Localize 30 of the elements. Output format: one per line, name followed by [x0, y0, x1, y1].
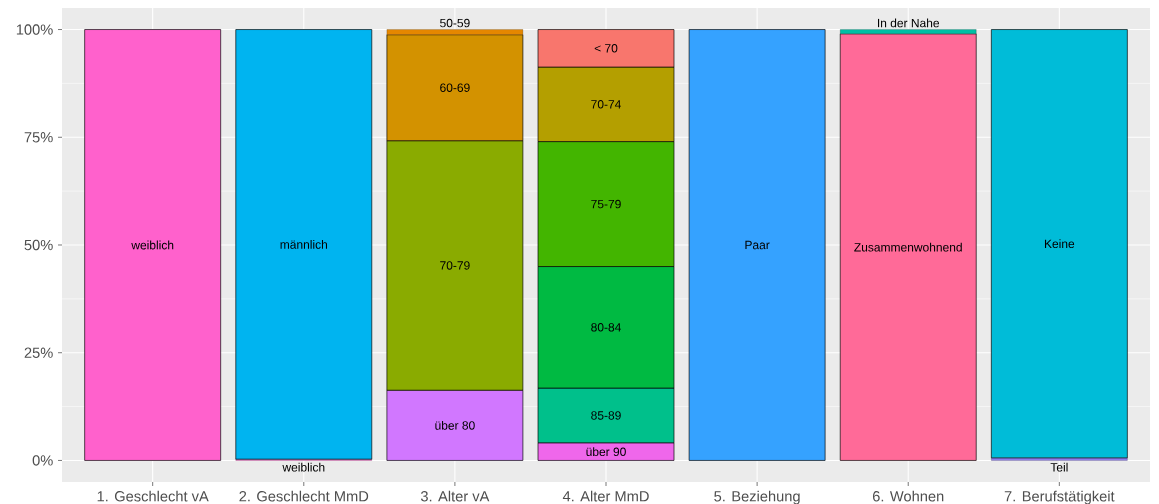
- series-label: Teil: [1050, 462, 1068, 472]
- x-tick-label: 2. Geschlecht MmD: [239, 490, 369, 502]
- series-label: In der Nahe: [877, 18, 940, 28]
- series-label: weiblich: [282, 462, 325, 472]
- y-tick-label: 75%: [24, 132, 53, 143]
- x-tick-label: 1. Geschlecht vA: [97, 490, 209, 502]
- series-label: 70-79: [440, 261, 470, 270]
- y-tick-label: 100%: [16, 24, 53, 35]
- series-label: 80-84: [591, 323, 621, 332]
- series-label: 70-74: [591, 100, 621, 109]
- series-label: 75-79: [591, 199, 621, 209]
- series-label: weiblich: [131, 240, 174, 250]
- series-label: Keine: [1044, 239, 1075, 249]
- series-label: über 90: [586, 447, 626, 457]
- x-tick-label: 3. Alter vA: [420, 490, 490, 502]
- series-label: Paar: [745, 240, 770, 250]
- x-tick-label: 7. Berufstätigkeit: [1004, 490, 1115, 504]
- series-label: männlich: [280, 239, 328, 249]
- y-tick-label: 0%: [32, 455, 53, 466]
- series-label: 85-89: [591, 411, 621, 420]
- x-tick-label: 6. Wohnen: [872, 490, 944, 502]
- series-label: über 80: [435, 420, 475, 430]
- series-label: 60-69: [440, 83, 470, 92]
- series-label: 50-59: [440, 18, 470, 28]
- series-label: < 70: [594, 44, 618, 53]
- x-tick-label: 5. Beziehung: [714, 490, 800, 504]
- series-label: Zusammenwohnend: [854, 242, 962, 252]
- y-tick-label: 25%: [24, 347, 53, 358]
- y-tick-label: 50%: [24, 239, 53, 251]
- x-tick-label: 4. Alter MmD: [562, 490, 649, 502]
